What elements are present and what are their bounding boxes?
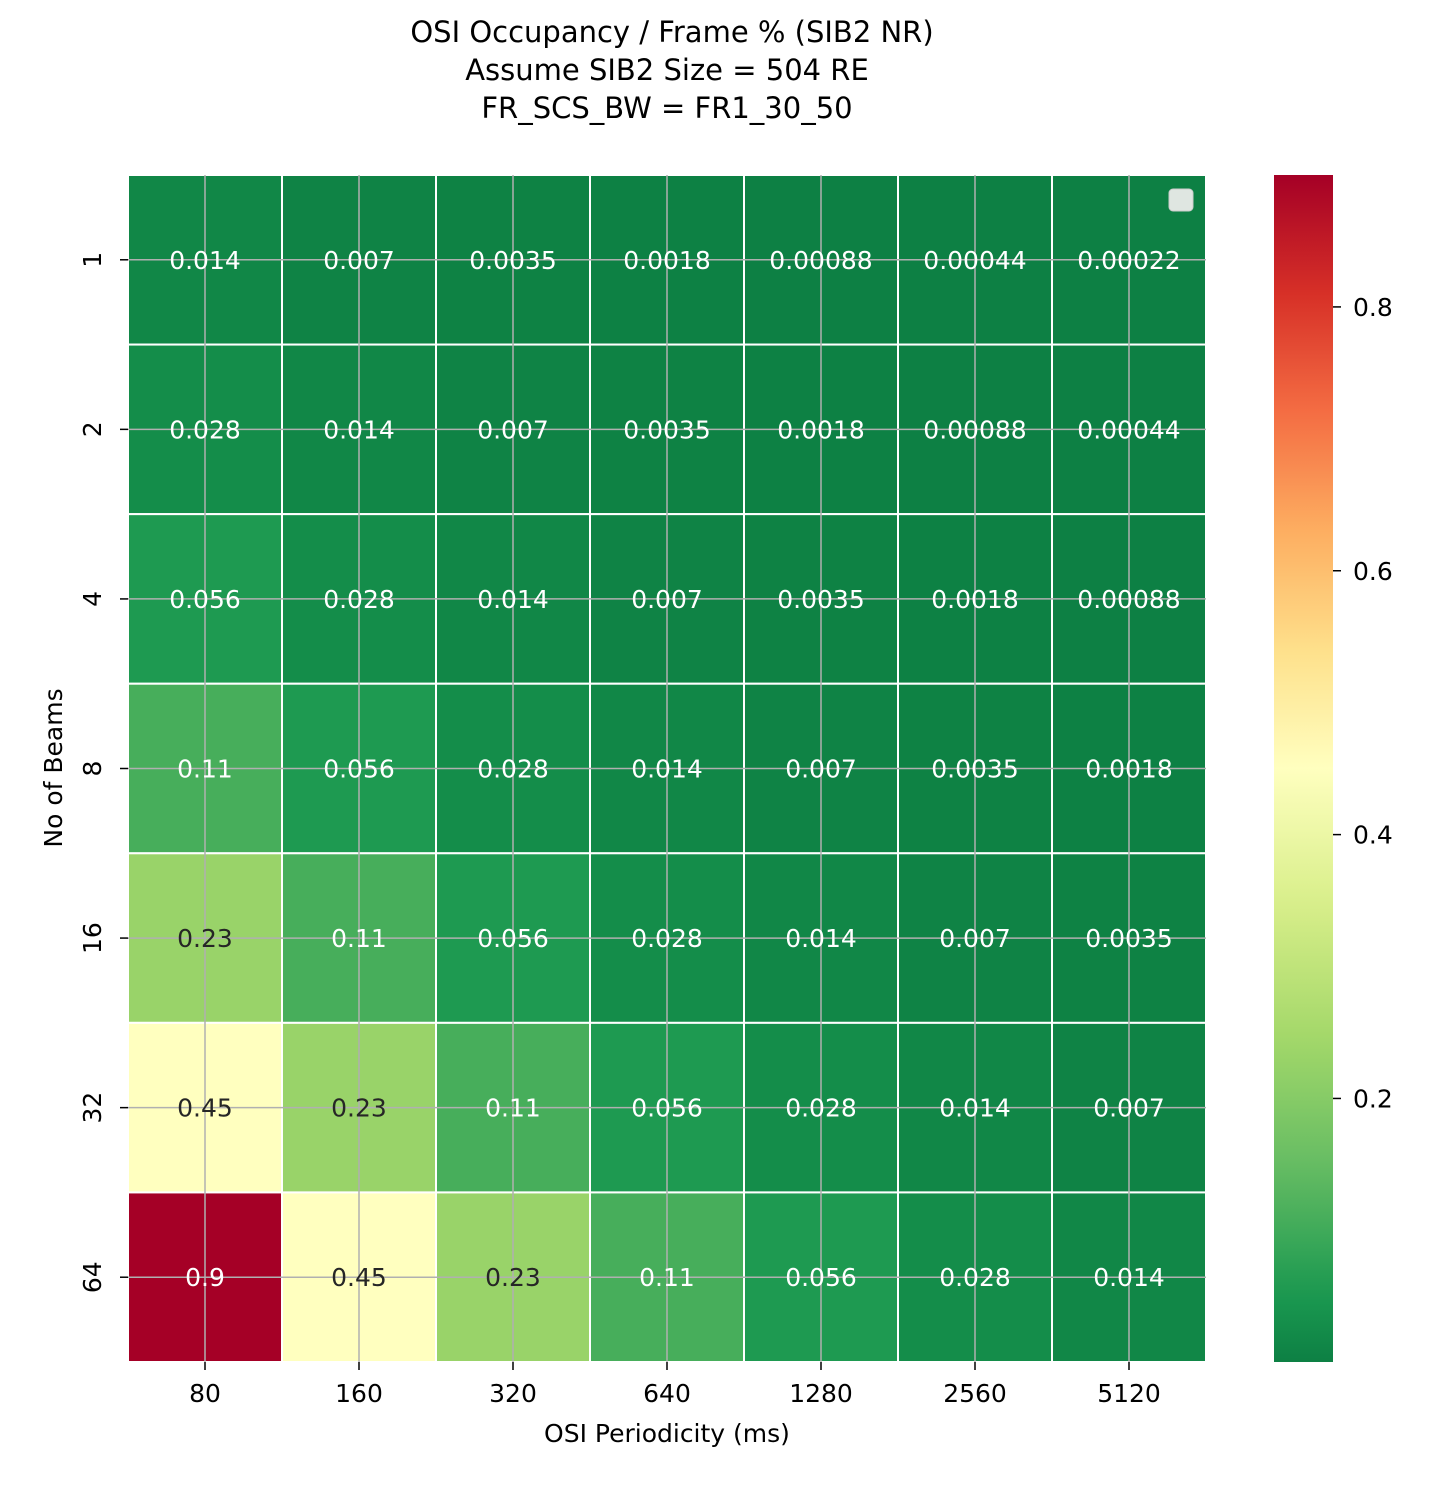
cell-annotation: 0.028 <box>631 924 703 953</box>
colorbar-ticks: 0.2 0.4 0.6 0.8 <box>1333 293 1393 1113</box>
cell-annotation: 0.007 <box>323 246 395 275</box>
cell-annotation: 0.23 <box>485 1263 541 1292</box>
cell-annotation: 0.007 <box>939 924 1011 953</box>
cell-annotation: 0.00044 <box>1077 415 1180 444</box>
cell-annotation: 0.028 <box>169 415 241 444</box>
cell-annotation: 0.014 <box>323 415 395 444</box>
cell-annotation: 0.11 <box>177 755 233 784</box>
chart-title-line: OSI Occupancy / Frame % (SIB2 NR) <box>410 15 933 49</box>
cell-annotation: 0.00088 <box>769 246 872 275</box>
cell-annotation: 0.014 <box>1093 1263 1165 1292</box>
cell-annotation: 0.056 <box>631 1094 703 1123</box>
cell-annotation: 0.028 <box>939 1263 1011 1292</box>
cell-annotation: 0.0018 <box>1085 755 1172 784</box>
colorbar-tick-label: 0.8 <box>1353 293 1393 322</box>
gridlines <box>128 175 1206 1362</box>
cell-annotation: 0.056 <box>477 924 549 953</box>
x-tick-label: 2560 <box>943 1379 1007 1408</box>
cell-annotation: 0.056 <box>785 1263 857 1292</box>
chart-subtitle-line: FR_SCS_BW = FR1_30_50 <box>481 91 852 125</box>
cell-annotation: 0.0035 <box>623 415 710 444</box>
cell-annotation: 0.028 <box>785 1094 857 1123</box>
cell-annotation: 0.00044 <box>923 246 1026 275</box>
y-tick-label: 64 <box>78 1261 107 1293</box>
cell-annotation: 0.007 <box>785 755 857 784</box>
cell-annotation: 0.028 <box>477 755 549 784</box>
cell-annotation: 0.0018 <box>623 246 710 275</box>
x-tick-label: 80 <box>189 1379 221 1408</box>
y-tick-label: 8 <box>78 761 107 777</box>
cell-annotation: 0.014 <box>939 1094 1011 1123</box>
cell-annotation: 0.007 <box>477 415 549 444</box>
cell-annotation: 0.11 <box>485 1094 541 1123</box>
x-axis-label: OSI Periodicity (ms) <box>544 1419 790 1448</box>
cell-annotation: 0.00022 <box>1077 246 1180 275</box>
y-tick-label: 1 <box>78 252 107 268</box>
colorbar: 0.2 0.4 0.6 0.8 <box>1274 175 1393 1362</box>
cell-annotation: 0.11 <box>639 1263 695 1292</box>
cell-annotation: 0.028 <box>323 585 395 614</box>
cell-annotation: 0.056 <box>169 585 241 614</box>
cell-annotation: 0.0035 <box>777 585 864 614</box>
cell-annotation: 0.0018 <box>777 415 864 444</box>
x-tick-label: 640 <box>643 1379 691 1408</box>
cell-annotation: 0.014 <box>631 755 703 784</box>
cell-annotation: 0.45 <box>177 1094 233 1123</box>
chart-subtitle-line: Assume SIB2 Size = 504 RE <box>465 53 869 87</box>
x-tick-label: 160 <box>335 1379 383 1408</box>
cell-annotations: 0.014 0.007 0.0035 0.0018 0.00088 0.00044 0.00… <box>169 246 1180 1292</box>
cell-annotation: 0.0035 <box>1085 924 1172 953</box>
cell-annotation: 0.23 <box>177 924 233 953</box>
cell-annotation: 0.014 <box>477 585 549 614</box>
y-tick-label: 32 <box>78 1092 107 1124</box>
cell-annotation: 0.9 <box>185 1263 225 1292</box>
colorbar-tick-label: 0.6 <box>1353 557 1393 586</box>
y-tick-label: 16 <box>78 922 107 954</box>
legend-box <box>1168 188 1194 212</box>
cell-annotation: 0.00088 <box>923 415 1026 444</box>
cell-annotation: 0.23 <box>331 1094 387 1123</box>
x-axis-ticks: 80 160 320 640 1280 2560 5120 <box>189 1362 1161 1408</box>
cell-annotation: 0.0035 <box>469 246 556 275</box>
y-tick-label: 2 <box>78 421 107 437</box>
cell-annotation: 0.007 <box>631 585 703 614</box>
colorbar-tick-label: 0.2 <box>1353 1084 1393 1113</box>
cell-annotation: 0.00088 <box>1077 585 1180 614</box>
y-axis-label: No of Beams <box>39 688 68 847</box>
cell-annotation: 0.014 <box>169 246 241 275</box>
x-tick-label: 5120 <box>1097 1379 1161 1408</box>
y-tick-label: 4 <box>78 591 107 607</box>
x-tick-label: 320 <box>489 1379 537 1408</box>
cell-annotation: 0.0018 <box>931 585 1018 614</box>
cell-annotation: 0.45 <box>331 1263 387 1292</box>
cell-annotation: 0.0035 <box>931 755 1018 784</box>
cell-annotation: 0.014 <box>785 924 857 953</box>
cell-annotation: 0.11 <box>331 924 387 953</box>
colorbar-tick-label: 0.4 <box>1353 821 1393 850</box>
y-axis-ticks: 1 2 4 8 16 32 64 <box>78 252 128 1293</box>
colorbar-gradient <box>1274 175 1333 1362</box>
x-tick-label: 1280 <box>789 1379 853 1408</box>
cell-annotation: 0.056 <box>323 755 395 784</box>
chart-title: OSI Occupancy / Frame % (SIB2 NR) Assume… <box>410 15 933 125</box>
cell-annotation: 0.007 <box>1093 1094 1165 1123</box>
